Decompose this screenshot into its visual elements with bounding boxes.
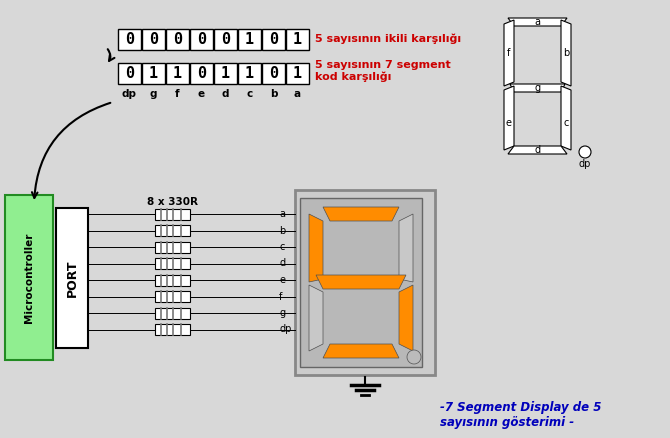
Text: a: a [535, 17, 541, 27]
Polygon shape [504, 86, 514, 150]
Text: dp: dp [279, 325, 291, 335]
FancyBboxPatch shape [286, 29, 309, 50]
Text: a: a [279, 209, 285, 219]
Text: 5 sayısının 7 segment
kod karşılığı: 5 sayısının 7 segment kod karşılığı [315, 60, 451, 82]
Text: g: g [535, 83, 541, 93]
Polygon shape [561, 20, 571, 86]
Polygon shape [323, 344, 399, 358]
Polygon shape [510, 84, 565, 92]
Text: dp: dp [122, 89, 137, 99]
FancyArrowPatch shape [32, 103, 111, 198]
Text: 0: 0 [125, 32, 134, 47]
Circle shape [579, 146, 591, 158]
FancyBboxPatch shape [155, 307, 190, 318]
FancyBboxPatch shape [295, 190, 435, 375]
FancyBboxPatch shape [262, 63, 285, 84]
Text: e: e [506, 118, 512, 128]
Text: f: f [175, 89, 180, 99]
FancyBboxPatch shape [214, 63, 237, 84]
Text: c: c [247, 89, 253, 99]
FancyArrowPatch shape [108, 49, 115, 61]
Text: 1: 1 [245, 66, 254, 81]
Text: 8 x 330R: 8 x 330R [147, 197, 198, 207]
FancyBboxPatch shape [142, 29, 165, 50]
FancyBboxPatch shape [166, 29, 189, 50]
Polygon shape [561, 86, 571, 150]
Polygon shape [508, 146, 567, 154]
Polygon shape [323, 207, 399, 221]
FancyBboxPatch shape [155, 225, 190, 236]
Polygon shape [309, 285, 323, 351]
Text: d: d [279, 258, 285, 268]
FancyBboxPatch shape [286, 63, 309, 84]
FancyBboxPatch shape [238, 29, 261, 50]
Text: g: g [279, 308, 285, 318]
Text: 0: 0 [221, 32, 230, 47]
Text: 1: 1 [293, 32, 302, 47]
FancyBboxPatch shape [56, 208, 88, 348]
Text: b: b [279, 226, 285, 236]
Text: 1: 1 [221, 66, 230, 81]
Text: 0: 0 [269, 32, 278, 47]
Text: e: e [279, 275, 285, 285]
FancyBboxPatch shape [214, 29, 237, 50]
FancyBboxPatch shape [166, 63, 189, 84]
Text: -7 Segment Display de 5
sayısının gösterimi -: -7 Segment Display de 5 sayısının göster… [440, 401, 602, 429]
FancyBboxPatch shape [118, 29, 141, 50]
Text: PORT: PORT [66, 259, 78, 297]
Text: 5 sayısının ikili karşılığı: 5 sayısının ikili karşılığı [315, 34, 461, 44]
FancyBboxPatch shape [155, 258, 190, 269]
Polygon shape [309, 214, 323, 282]
Text: b: b [563, 48, 569, 58]
Text: 1: 1 [293, 66, 302, 81]
Circle shape [407, 350, 421, 364]
FancyBboxPatch shape [155, 291, 190, 302]
Text: a: a [294, 89, 301, 99]
Text: 1: 1 [149, 66, 158, 81]
Polygon shape [316, 275, 406, 289]
FancyBboxPatch shape [190, 63, 213, 84]
Text: 1: 1 [173, 66, 182, 81]
Text: 0: 0 [269, 66, 278, 81]
FancyBboxPatch shape [155, 275, 190, 286]
Text: 0: 0 [149, 32, 158, 47]
FancyBboxPatch shape [155, 241, 190, 252]
Text: 0: 0 [197, 66, 206, 81]
Text: 0: 0 [173, 32, 182, 47]
FancyBboxPatch shape [155, 324, 190, 335]
FancyBboxPatch shape [238, 63, 261, 84]
Text: c: c [279, 242, 284, 252]
Text: 1: 1 [245, 32, 254, 47]
Polygon shape [508, 18, 567, 26]
FancyBboxPatch shape [300, 198, 422, 367]
Text: 0: 0 [125, 66, 134, 81]
FancyBboxPatch shape [190, 29, 213, 50]
Text: Microcontroller: Microcontroller [24, 232, 34, 323]
Text: dp: dp [579, 159, 591, 169]
FancyBboxPatch shape [118, 63, 141, 84]
Text: 0: 0 [197, 32, 206, 47]
Text: g: g [150, 89, 157, 99]
FancyBboxPatch shape [262, 29, 285, 50]
FancyBboxPatch shape [5, 195, 53, 360]
Text: d: d [222, 89, 229, 99]
Polygon shape [399, 214, 413, 282]
Text: d: d [535, 145, 541, 155]
Text: c: c [563, 118, 569, 128]
Polygon shape [399, 285, 413, 351]
FancyBboxPatch shape [155, 208, 190, 219]
FancyBboxPatch shape [142, 63, 165, 84]
Text: f: f [279, 292, 282, 301]
Polygon shape [504, 20, 514, 86]
Text: b: b [270, 89, 277, 99]
Text: f: f [507, 48, 511, 58]
Text: e: e [198, 89, 205, 99]
